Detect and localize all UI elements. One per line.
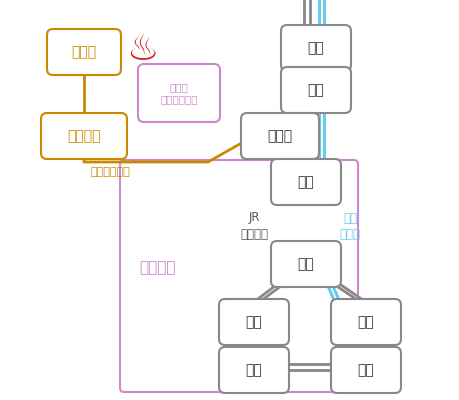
FancyBboxPatch shape — [280, 25, 350, 71]
Text: 郡山: 郡山 — [297, 175, 313, 189]
Text: ♨: ♨ — [126, 33, 158, 67]
FancyBboxPatch shape — [330, 347, 400, 393]
Text: 仙台: 仙台 — [307, 41, 324, 55]
Text: 新宿: 新宿 — [245, 363, 262, 377]
FancyBboxPatch shape — [41, 113, 127, 159]
FancyBboxPatch shape — [280, 67, 350, 113]
Text: 東北
新幹線: 東北 新幹線 — [339, 212, 360, 240]
Text: 大宮: 大宮 — [297, 257, 313, 271]
FancyBboxPatch shape — [218, 299, 288, 345]
Text: 福島: 福島 — [307, 83, 324, 97]
Text: 高速バス: 高速バス — [140, 260, 176, 276]
FancyBboxPatch shape — [241, 113, 318, 159]
Text: 温泉入口: 温泉入口 — [67, 129, 101, 143]
Text: 二本松: 二本松 — [267, 129, 292, 143]
Text: 上野: 上野 — [357, 315, 374, 329]
FancyBboxPatch shape — [270, 241, 340, 287]
Text: 福島交通バス: 福島交通バス — [90, 167, 129, 177]
FancyBboxPatch shape — [330, 299, 400, 345]
FancyBboxPatch shape — [47, 29, 121, 75]
Text: 岳温泉: 岳温泉 — [71, 45, 96, 59]
FancyBboxPatch shape — [270, 159, 340, 205]
FancyBboxPatch shape — [218, 347, 288, 393]
Text: 東京: 東京 — [357, 363, 374, 377]
Text: 池袋: 池袋 — [245, 315, 262, 329]
FancyBboxPatch shape — [138, 64, 219, 122]
Text: 二本松
バスストップ: 二本松 バスストップ — [160, 82, 197, 104]
Text: JR
東北本線: JR 東北本線 — [240, 212, 268, 240]
